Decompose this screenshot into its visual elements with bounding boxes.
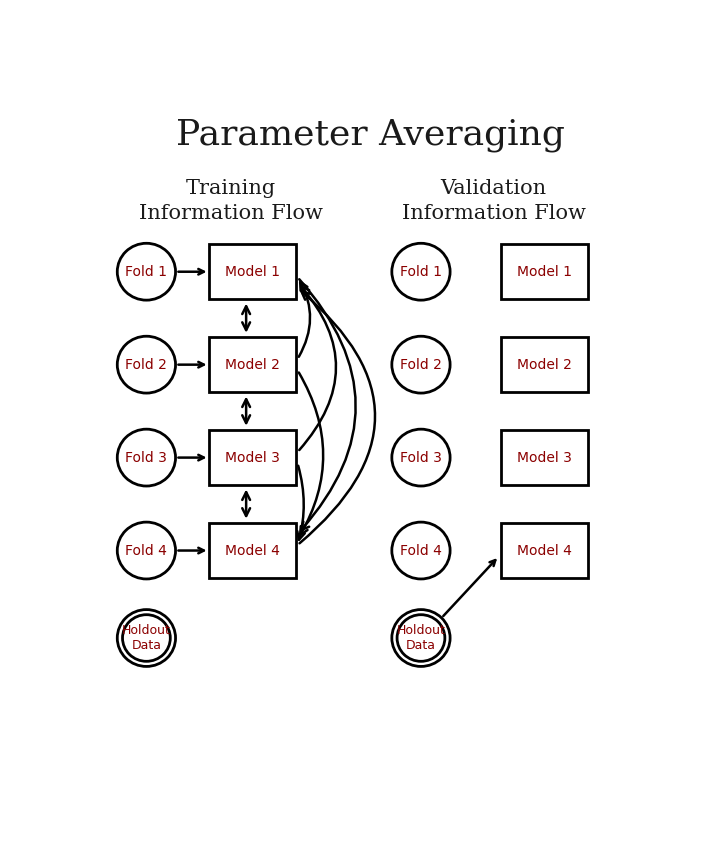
Circle shape <box>117 522 176 579</box>
Text: Parameter Averaging: Parameter Averaging <box>176 118 565 152</box>
Circle shape <box>392 609 450 666</box>
Circle shape <box>392 429 450 486</box>
Text: Fold 3: Fold 3 <box>126 451 167 464</box>
Circle shape <box>392 522 450 579</box>
Bar <box>501 245 588 299</box>
Text: Fold 2: Fold 2 <box>400 358 442 371</box>
Text: Model 4: Model 4 <box>226 544 281 557</box>
Circle shape <box>117 609 176 666</box>
Text: Model 2: Model 2 <box>517 358 572 371</box>
Circle shape <box>392 337 450 393</box>
Circle shape <box>392 244 450 300</box>
Text: Model 1: Model 1 <box>517 265 572 279</box>
Text: Fold 2: Fold 2 <box>126 358 167 371</box>
Text: Model 2: Model 2 <box>226 358 281 371</box>
Bar <box>501 523 588 578</box>
Text: Fold 4: Fold 4 <box>126 544 167 557</box>
Text: Model 4: Model 4 <box>517 544 572 557</box>
Text: Model 3: Model 3 <box>517 451 572 464</box>
Text: Fold 4: Fold 4 <box>400 544 442 557</box>
Bar <box>210 245 296 299</box>
Circle shape <box>117 337 176 393</box>
Text: Holdout
Data: Holdout Data <box>122 624 171 652</box>
Bar <box>210 337 296 392</box>
Text: Model 3: Model 3 <box>226 451 281 464</box>
Bar <box>501 430 588 485</box>
Circle shape <box>117 429 176 486</box>
Text: Validation
Information Flow: Validation Information Flow <box>402 179 586 222</box>
Text: Fold 3: Fold 3 <box>400 451 442 464</box>
Text: Training
Information Flow: Training Information Flow <box>139 179 322 222</box>
Circle shape <box>117 244 176 300</box>
Text: Fold 1: Fold 1 <box>125 265 168 279</box>
Bar <box>210 430 296 485</box>
Bar <box>210 523 296 578</box>
Text: Fold 1: Fold 1 <box>400 265 442 279</box>
Text: Model 1: Model 1 <box>226 265 281 279</box>
Text: Holdout
Data: Holdout Data <box>396 624 445 652</box>
Bar <box>501 337 588 392</box>
